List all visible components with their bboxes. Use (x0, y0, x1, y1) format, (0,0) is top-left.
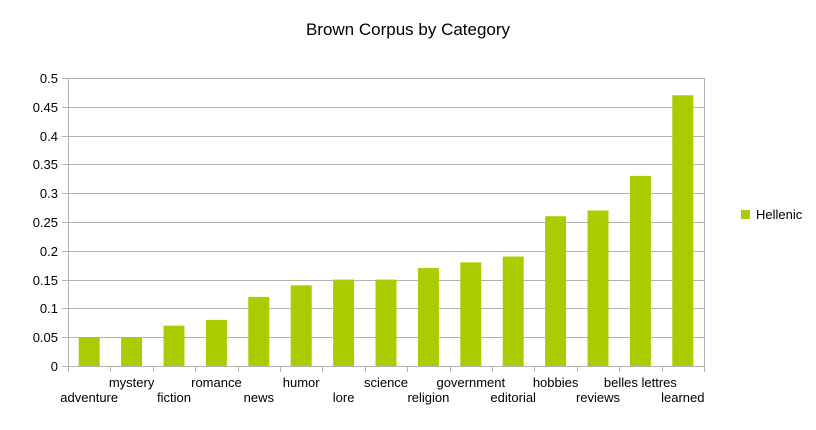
y-tick-label: 0.05 (33, 330, 58, 345)
x-category-label: fiction (157, 390, 191, 405)
x-category-label: reviews (576, 390, 621, 405)
x-category-label: adventure (60, 390, 118, 405)
x-category-label: learned (661, 390, 704, 405)
x-axis-category-labels: adventuremysteryfictionromancenewshumorl… (60, 375, 704, 405)
legend-label: Hellenic (756, 207, 803, 222)
y-tick-label: 0.3 (40, 186, 58, 201)
bar-fiction (163, 325, 185, 366)
y-tick-label: 0.2 (40, 244, 58, 259)
bar-mystery (121, 337, 143, 366)
bar-learned (672, 95, 694, 366)
x-category-label: news (244, 390, 275, 405)
x-category-label: humor (283, 375, 321, 390)
x-category-label: mystery (109, 375, 155, 390)
y-axis-tick-labels: 0 0.05 0.1 0.15 0.2 0.25 0.3 0.35 0.4 0.45 0.5 (33, 71, 58, 374)
x-category-label: religion (407, 390, 449, 405)
bar-adventure (78, 337, 100, 366)
chart-title: Brown Corpus by Category (306, 20, 511, 39)
x-category-label: lore (333, 390, 355, 405)
bar-romance (205, 319, 227, 366)
x-category-label: hobbies (533, 375, 579, 390)
y-tick-label: 0.5 (40, 71, 58, 86)
bar-belles-lettres (629, 175, 651, 366)
bar-religion (417, 268, 439, 366)
bar-science (375, 279, 397, 366)
y-tick-label: 0.4 (40, 129, 58, 144)
y-tick-label: 0.45 (33, 100, 58, 115)
legend-swatch (741, 210, 750, 219)
y-tick-label: 0 (51, 359, 58, 374)
x-category-label: romance (191, 375, 242, 390)
x-category-label: science (364, 375, 408, 390)
y-tick-label: 0.1 (40, 301, 58, 316)
x-category-label: government (436, 375, 505, 390)
y-tick-label: 0.35 (33, 157, 58, 172)
x-category-label: editorial (490, 390, 536, 405)
bar-news (248, 296, 270, 366)
bar-humor (290, 285, 312, 366)
bar-editorial (502, 256, 524, 366)
bar-reviews (587, 210, 609, 366)
x-category-label: belles lettres (604, 375, 677, 390)
y-tick-label: 0.25 (33, 215, 58, 230)
bar-hobbies (545, 216, 567, 366)
bars (78, 95, 694, 366)
bar-government (460, 262, 482, 366)
bar-lore (333, 279, 355, 366)
y-tick-label: 0.15 (33, 273, 58, 288)
legend: Hellenic (741, 207, 803, 222)
